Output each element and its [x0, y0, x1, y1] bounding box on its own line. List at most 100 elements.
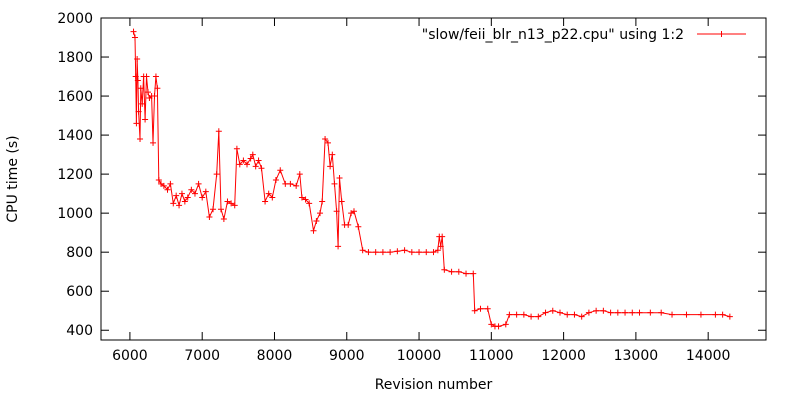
series-point-marker	[513, 311, 520, 318]
series-point-marker	[224, 198, 231, 205]
series-point-marker	[310, 227, 317, 234]
series-point-marker	[506, 311, 513, 318]
y-tick-label: 2000	[57, 11, 93, 27]
x-tick-label: 9000	[329, 348, 365, 364]
x-tick-label: 10000	[397, 348, 442, 364]
x-tick-label: 8000	[257, 348, 293, 364]
series-point-marker	[249, 151, 256, 158]
series-point-marker	[255, 157, 262, 164]
series-point-marker	[233, 145, 240, 152]
y-tick-label: 400	[66, 323, 93, 339]
series-point-marker	[137, 85, 144, 92]
series-point-marker	[477, 305, 484, 312]
series-point-marker	[542, 309, 549, 316]
series-point-marker	[236, 161, 243, 168]
series-point-marker	[319, 198, 326, 205]
series-point-marker	[495, 323, 502, 330]
series-point-marker	[355, 223, 362, 230]
series-point-marker	[535, 313, 542, 320]
x-tick-label: 13000	[614, 348, 659, 364]
series-point-marker	[265, 190, 272, 197]
x-tick-label: 7000	[184, 348, 220, 364]
series-point-marker	[564, 311, 571, 318]
legend-marker-sample	[718, 31, 725, 37]
series-point-marker	[556, 309, 563, 316]
series-point-marker	[683, 311, 690, 318]
series-point-marker	[350, 208, 357, 215]
series-point-marker	[195, 180, 202, 187]
series-point-marker	[202, 188, 209, 195]
series-point-marker	[154, 85, 161, 92]
series-point-marker	[217, 206, 224, 213]
series-point-marker	[131, 34, 138, 41]
series-point-marker	[471, 307, 478, 314]
x-axis-ticks: 6000 7000 8000 9000 10000 11000 12000 13000 1400…	[112, 18, 730, 364]
series-point-marker	[191, 190, 198, 197]
series-point-marker	[434, 247, 441, 254]
series-point-marker	[152, 73, 159, 80]
series-point-marker	[132, 73, 139, 80]
y-axis-label: CPU time (s)	[5, 135, 21, 222]
series-point-marker	[629, 309, 636, 316]
series-point-marker	[188, 186, 195, 193]
series-point-marker	[151, 93, 158, 100]
series-point-marker	[247, 155, 254, 162]
series-point-marker	[441, 266, 448, 273]
series-point-marker	[262, 198, 269, 205]
series-point-marker	[137, 135, 144, 142]
series-point-marker	[228, 200, 235, 207]
series-point-marker	[272, 176, 279, 183]
series-point-marker	[173, 192, 180, 199]
series-point-marker	[423, 249, 430, 256]
series-point-marker	[213, 171, 220, 178]
series-point-marker	[282, 180, 289, 187]
series-point-marker	[463, 270, 470, 277]
series-point-marker	[150, 139, 157, 146]
series-point-marker	[387, 249, 394, 256]
series-point-marker	[135, 108, 142, 115]
series-point-marker	[287, 180, 294, 187]
series-point-marker	[488, 321, 495, 328]
series-point-marker	[408, 249, 415, 256]
series-point-marker	[520, 311, 527, 318]
y-tick-label: 800	[66, 245, 93, 261]
series-point-marker	[712, 311, 719, 318]
series-point-marker	[726, 313, 733, 320]
series-point-marker	[215, 128, 222, 135]
series-point-marker	[372, 249, 379, 256]
series-point-marker	[313, 217, 320, 224]
series-line	[133, 31, 731, 327]
y-tick-label: 1600	[57, 89, 93, 105]
y-axis-ticks: 400 600 800 1000 1200 1400 1600 1800 2000	[57, 11, 766, 339]
legend-label: "slow/feii_blr_n13_p22.cpu" using 1:2	[422, 27, 684, 43]
series-point-marker	[394, 248, 401, 255]
series-point-marker	[697, 311, 704, 318]
series-point-marker	[134, 77, 141, 84]
series-point-marker	[199, 194, 206, 201]
series-point-marker	[658, 309, 665, 316]
series-point-marker	[365, 249, 372, 256]
series-point-marker	[448, 268, 455, 275]
series-point-marker	[327, 163, 334, 170]
series-point-marker	[143, 73, 150, 80]
series-point-marker	[244, 161, 251, 168]
series-point-marker	[298, 194, 305, 201]
plot-border	[100, 17, 767, 341]
series-point-marker	[144, 89, 151, 96]
x-tick-label: 6000	[112, 348, 148, 364]
series-point-marker	[329, 151, 336, 158]
series-point-marker	[470, 270, 477, 277]
x-tick-label: 11000	[469, 348, 514, 364]
series-layer	[130, 28, 733, 330]
series-point-marker	[142, 116, 149, 123]
series-point-marker	[258, 165, 265, 172]
y-tick-label: 1000	[57, 206, 93, 222]
plot-frame	[100, 17, 767, 341]
x-tick-label: 14000	[686, 348, 731, 364]
legend: "slow/feii_blr_n13_p22.cpu" using 1:2	[422, 27, 746, 43]
series-point-marker	[252, 163, 259, 170]
series-point-marker	[528, 313, 535, 320]
series-point-marker	[338, 198, 345, 205]
series-point-marker	[306, 200, 313, 207]
